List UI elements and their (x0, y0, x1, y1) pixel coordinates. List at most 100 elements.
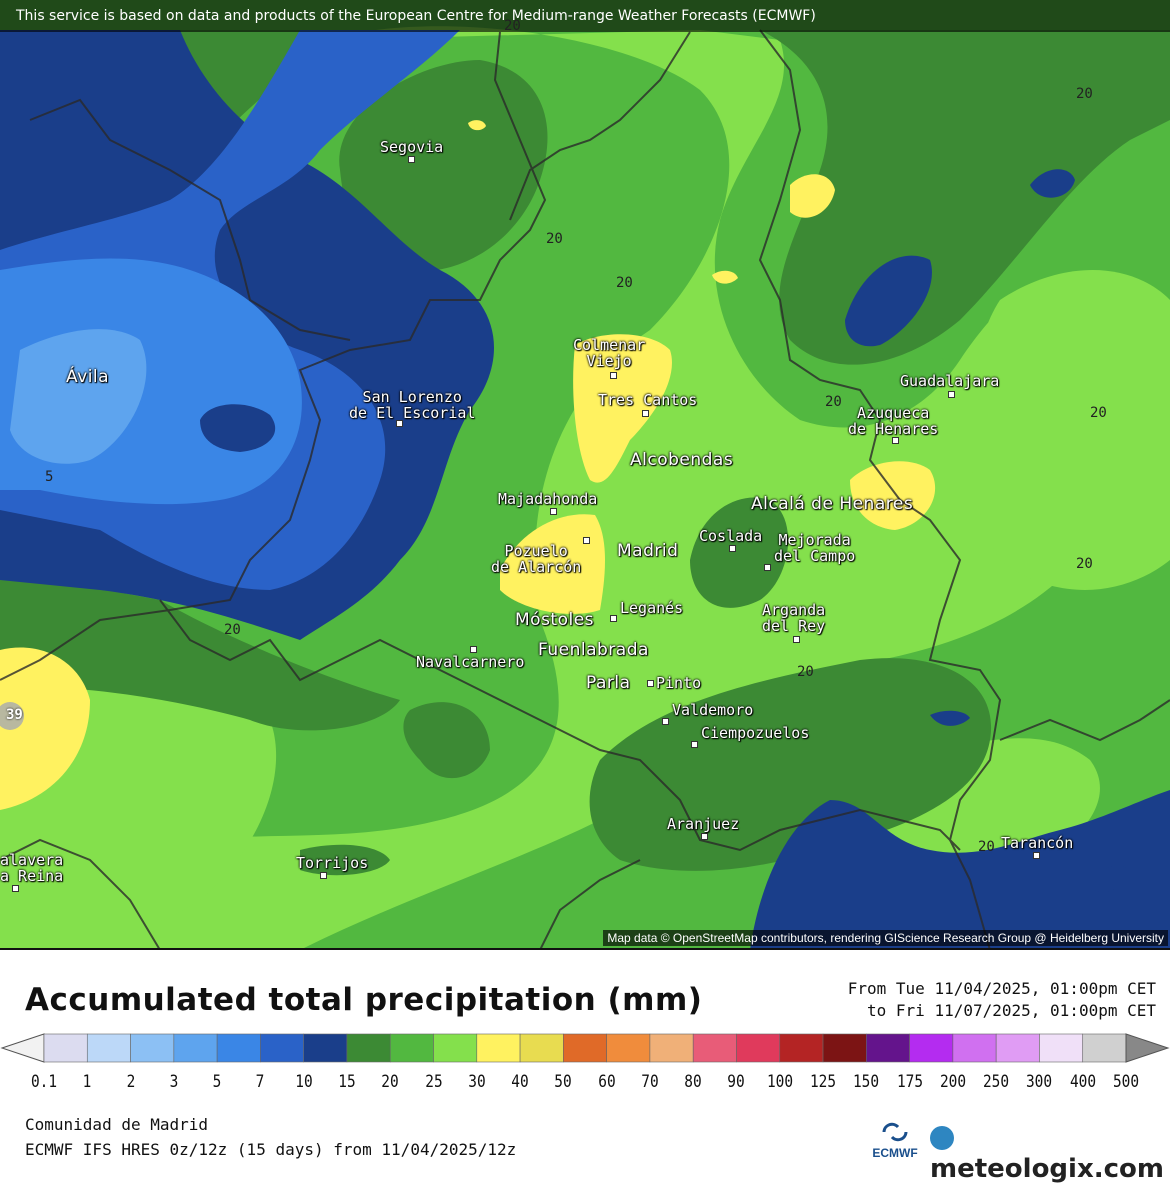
colorbar-tick-label: 400 (1069, 1072, 1096, 1092)
colorbar-swatch (563, 1033, 607, 1063)
colorbar-swatch (86, 1033, 131, 1063)
colorbar-swatch (1039, 1033, 1084, 1063)
city-marker (1033, 852, 1040, 859)
colorbar-tick-label: 25 (424, 1072, 443, 1092)
colorbar-tick-label: 300 (1026, 1072, 1053, 1092)
colorbar-swatch (1082, 1033, 1127, 1063)
precipitation-field (0, 0, 1170, 948)
colorbar-swatch (822, 1033, 867, 1063)
colorbar-swatch (43, 1033, 88, 1063)
region-label: Comunidad de Madrid (25, 1115, 209, 1134)
colorbar-tick-label: 15 (338, 1072, 356, 1092)
city-marker (642, 410, 649, 417)
city-label-segovia: Segovia (380, 138, 444, 156)
contour-label: 20 (1076, 556, 1093, 572)
city-label-san-lorenzo: San Lorenzo de El Escorial (349, 388, 476, 422)
colorbar-tick-label: 80 (684, 1072, 702, 1092)
colorbar-tick-label: 7 (256, 1072, 265, 1092)
model-label: ECMWF IFS HRES 0z/12z (15 days) from 11/… (25, 1140, 517, 1159)
precipitation-map[interactable]: This service is based on data and produc… (0, 0, 1170, 950)
colorbar-tick-label: 500 (1112, 1072, 1140, 1092)
city-marker (691, 741, 698, 748)
period-from: From Tue 11/04/2025, 01:00pm CET (847, 979, 1156, 998)
colorbar-tick-label: 175 (896, 1072, 923, 1092)
meteologix-globe-icon (930, 1126, 954, 1150)
contour-label: 39 (6, 707, 23, 723)
city-marker (320, 872, 327, 879)
city-marker (408, 156, 415, 163)
city-label-pozuelo: Pozuelo de Alarcón (491, 542, 582, 576)
city-label-navalcarnero: Navalcarnero (416, 653, 525, 671)
contour-label: 20 (825, 394, 842, 410)
city-marker (647, 680, 654, 687)
city-label-valdemoro: Valdemoro (672, 701, 754, 719)
city-marker (764, 564, 771, 571)
contour-label: 20 (1076, 86, 1093, 102)
city-label-mejorada: Mejorada del Campo (774, 531, 856, 565)
city-label-alcala: Alcalá de Henares (751, 494, 914, 514)
ecmwf-logo-text: ECMWF (872, 1146, 918, 1160)
colorbar-tick-label: 20 (381, 1072, 399, 1092)
colorbar-tick-label: 3 (169, 1072, 179, 1092)
period-to: to Fri 11/07/2025, 01:00pm CET (867, 1001, 1156, 1020)
contour-label: 20 (1090, 405, 1107, 421)
contour-label: 20 (224, 622, 241, 638)
colorbar-tick-label: 30 (468, 1072, 486, 1092)
meteologix-brand[interactable]: meteologix.com (930, 1124, 1170, 1184)
city-marker (610, 372, 617, 379)
colorbar-swatch (606, 1033, 651, 1063)
legend-title: Accumulated total precipitation (mm) (25, 982, 703, 1018)
colorbar-tick-label: 2 (126, 1072, 135, 1092)
city-label-parla: Parla (586, 673, 631, 693)
city-label-avila: Ávila (66, 367, 110, 387)
colorbar-swatch (433, 1033, 478, 1063)
city-label-aranjuez: Aranjuez (667, 815, 740, 833)
colorbar-swatch (736, 1033, 781, 1063)
colorbar-swatch (649, 1033, 694, 1063)
city-marker (583, 537, 590, 544)
city-label-torrijos: Torrijos (296, 854, 369, 872)
meteologix-brand-text: meteologix.com (930, 1154, 1164, 1184)
colorbar-swatch (130, 1033, 175, 1063)
city-label-coslada: Coslada (699, 527, 763, 545)
colorbar-swatch (692, 1033, 737, 1063)
city-label-leganes: Leganés (620, 599, 684, 617)
ecmwf-source-notice: This service is based on data and produc… (0, 0, 1170, 32)
contour-label: 20 (546, 231, 563, 247)
contour-label: 20 (797, 664, 814, 680)
map-attribution: Map data © OpenStreetMap contributors, r… (603, 930, 1168, 946)
colorbar-tick-label: 5 (212, 1072, 222, 1092)
colorbar-swatch (389, 1033, 434, 1063)
contour-label: 20 (504, 18, 521, 34)
colorbar-swatch (909, 1033, 954, 1063)
city-marker (610, 615, 617, 622)
colorbar-swatch (519, 1033, 564, 1063)
city-label-mostoles: Móstoles (515, 610, 595, 630)
colorbar-tick-label: 40 (511, 1072, 529, 1092)
colorbar-tick-label: 250 (983, 1072, 1010, 1092)
city-label-tres-cantos: Tres Cantos (598, 391, 698, 409)
city-label-fuenlabrada: Fuenlabrada (538, 640, 649, 660)
colorbar-tick-label: 50 (554, 1072, 573, 1092)
colorbar-tick-label: 10 (294, 1072, 313, 1092)
city-marker (662, 718, 669, 725)
colorbar-swatch (260, 1033, 304, 1063)
city-label-tarancon: Tarancón (1001, 834, 1074, 852)
ecmwf-logo-icon (882, 1122, 908, 1142)
city-marker (396, 420, 403, 427)
city-marker (892, 437, 899, 444)
ecmwf-logo: ECMWF (866, 1122, 924, 1164)
colorbar-tick-label: 0.1 (30, 1072, 58, 1092)
colorbar-arrow-high (1125, 1033, 1170, 1063)
colorbar-tick-label: 60 (597, 1072, 616, 1092)
city-label-pinto: Pinto (656, 674, 702, 692)
city-label-colmenar-viejo: Colmenar Viejo (573, 336, 646, 370)
city-marker (729, 545, 736, 552)
colorbar-tick-label: 70 (641, 1072, 659, 1092)
city-label-ciempozuelos: Ciempozuelos (701, 724, 810, 742)
contour-label: 20 (616, 275, 633, 291)
colorbar-tick-label: 1 (82, 1072, 92, 1092)
city-label-guadalajara: Guadalajara (900, 372, 1000, 390)
city-marker (550, 508, 557, 515)
city-label-talavera: alavera a Reina (0, 851, 64, 885)
